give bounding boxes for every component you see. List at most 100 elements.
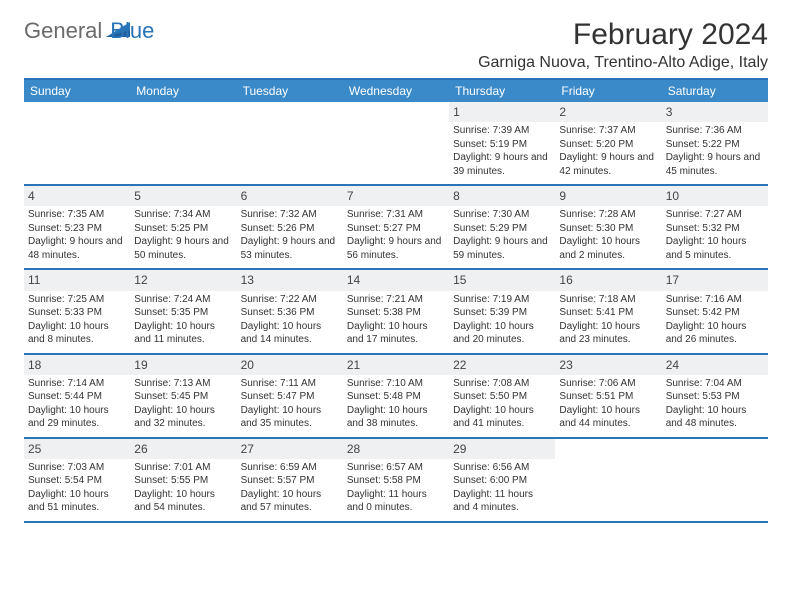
daylight-text: Daylight: 10 hours and 54 minutes. — [134, 488, 232, 515]
sunrise-text: Sunrise: 7:06 AM — [559, 377, 657, 391]
day-number: 5 — [130, 186, 236, 206]
daylight-text: Daylight: 10 hours and 51 minutes. — [28, 488, 126, 515]
day-number: 22 — [449, 355, 555, 375]
daylight-text: Daylight: 9 hours and 42 minutes. — [559, 151, 657, 178]
sunrise-text: Sunrise: 7:13 AM — [134, 377, 232, 391]
day-header: Tuesday — [237, 80, 343, 102]
day-number: 10 — [662, 186, 768, 206]
day-cell: 15Sunrise: 7:19 AMSunset: 5:39 PMDayligh… — [449, 270, 555, 352]
day-number: 23 — [555, 355, 661, 375]
day-cell: 1Sunrise: 7:39 AMSunset: 5:19 PMDaylight… — [449, 102, 555, 184]
day-cell: 26Sunrise: 7:01 AMSunset: 5:55 PMDayligh… — [130, 439, 236, 521]
daylight-text: Daylight: 9 hours and 48 minutes. — [28, 235, 126, 262]
sunset-text: Sunset: 5:19 PM — [453, 138, 551, 152]
day-cell: 11Sunrise: 7:25 AMSunset: 5:33 PMDayligh… — [24, 270, 130, 352]
sunrise-text: Sunrise: 7:30 AM — [453, 208, 551, 222]
sunrise-text: Sunrise: 7:24 AM — [134, 293, 232, 307]
day-header: Sunday — [24, 80, 130, 102]
day-number: 29 — [449, 439, 555, 459]
sunrise-text: Sunrise: 7:37 AM — [559, 124, 657, 138]
day-cell: 29Sunrise: 6:56 AMSunset: 6:00 PMDayligh… — [449, 439, 555, 521]
sunset-text: Sunset: 5:45 PM — [134, 390, 232, 404]
day-cell: 9Sunrise: 7:28 AMSunset: 5:30 PMDaylight… — [555, 186, 661, 268]
day-header: Saturday — [662, 80, 768, 102]
month-title: February 2024 — [478, 18, 768, 52]
sunrise-text: Sunrise: 7:08 AM — [453, 377, 551, 391]
day-number: 9 — [555, 186, 661, 206]
day-cell: 27Sunrise: 6:59 AMSunset: 5:57 PMDayligh… — [237, 439, 343, 521]
day-cell: 3Sunrise: 7:36 AMSunset: 5:22 PMDaylight… — [662, 102, 768, 184]
sunrise-text: Sunrise: 7:35 AM — [28, 208, 126, 222]
day-cell: 24Sunrise: 7:04 AMSunset: 5:53 PMDayligh… — [662, 355, 768, 437]
sunrise-text: Sunrise: 7:03 AM — [28, 461, 126, 475]
daylight-text: Daylight: 9 hours and 45 minutes. — [666, 151, 764, 178]
sunrise-text: Sunrise: 7:39 AM — [453, 124, 551, 138]
day-cell: 6Sunrise: 7:32 AMSunset: 5:26 PMDaylight… — [237, 186, 343, 268]
day-number: 8 — [449, 186, 555, 206]
daylight-text: Daylight: 10 hours and 35 minutes. — [241, 404, 339, 431]
header: General Blue February 2024 Garniga Nuova… — [24, 18, 768, 72]
sunrise-text: Sunrise: 7:25 AM — [28, 293, 126, 307]
sunset-text: Sunset: 5:20 PM — [559, 138, 657, 152]
day-header-row: Sunday Monday Tuesday Wednesday Thursday… — [24, 80, 768, 102]
sunset-text: Sunset: 5:57 PM — [241, 474, 339, 488]
day-cell: 20Sunrise: 7:11 AMSunset: 5:47 PMDayligh… — [237, 355, 343, 437]
day-cell: 10 Sunrise: 7:27 AMSunset: 5:32 PMDayligh… — [662, 186, 768, 268]
day-cell: 12Sunrise: 7:24 AMSunset: 5:35 PMDayligh… — [130, 270, 236, 352]
day-number: 19 — [130, 355, 236, 375]
day-cell: 22Sunrise: 7:08 AMSunset: 5:50 PMDayligh… — [449, 355, 555, 437]
sunset-text: Sunset: 5:35 PM — [134, 306, 232, 320]
day-cell: 8Sunrise: 7:30 AMSunset: 5:29 PMDaylight… — [449, 186, 555, 268]
sunset-text: Sunset: 5:26 PM — [241, 222, 339, 236]
day-header: Monday — [130, 80, 236, 102]
daylight-text: Daylight: 10 hours and 23 minutes. — [559, 320, 657, 347]
daylight-text: Daylight: 11 hours and 0 minutes. — [347, 488, 445, 515]
day-header: Wednesday — [343, 80, 449, 102]
logo-text-blue: Blue — [110, 18, 154, 44]
day-number: 16 — [555, 270, 661, 290]
sunrise-text: Sunrise: 6:56 AM — [453, 461, 551, 475]
day-number: 24 — [662, 355, 768, 375]
day-cell — [24, 102, 130, 184]
sunrise-text: Sunrise: 7:21 AM — [347, 293, 445, 307]
day-cell: 18Sunrise: 7:14 AMSunset: 5:44 PMDayligh… — [24, 355, 130, 437]
daylight-text: Daylight: 10 hours and 17 minutes. — [347, 320, 445, 347]
day-number: 12 — [130, 270, 236, 290]
sunset-text: Sunset: 5:32 PM — [666, 222, 764, 236]
week-row: 25Sunrise: 7:03 AMSunset: 5:54 PMDayligh… — [24, 439, 768, 523]
sunrise-text: Sunrise: 7:14 AM — [28, 377, 126, 391]
daylight-text: Daylight: 9 hours and 59 minutes. — [453, 235, 551, 262]
day-number: 1 — [449, 102, 555, 122]
day-cell: 4Sunrise: 7:35 AMSunset: 5:23 PMDaylight… — [24, 186, 130, 268]
week-row: 11Sunrise: 7:25 AMSunset: 5:33 PMDayligh… — [24, 270, 768, 354]
sunrise-text: Sunrise: 7:19 AM — [453, 293, 551, 307]
sunset-text: Sunset: 5:42 PM — [666, 306, 764, 320]
day-number: 21 — [343, 355, 449, 375]
day-cell: 2 Sunrise: 7:37 AMSunset: 5:20 PMDaylight… — [555, 102, 661, 184]
day-number: 18 — [24, 355, 130, 375]
sunset-text: Sunset: 5:39 PM — [453, 306, 551, 320]
day-number: 17 — [662, 270, 768, 290]
sunset-text: Sunset: 5:38 PM — [347, 306, 445, 320]
daylight-text: Daylight: 9 hours and 50 minutes. — [134, 235, 232, 262]
sunrise-text: Sunrise: 7:27 AM — [666, 208, 764, 222]
sunrise-text: Sunrise: 6:57 AM — [347, 461, 445, 475]
day-number: 3 — [662, 102, 768, 122]
sunrise-text: Sunrise: 7:04 AM — [666, 377, 764, 391]
daylight-text: Daylight: 10 hours and 29 minutes. — [28, 404, 126, 431]
day-cell: 7Sunrise: 7:31 AMSunset: 5:27 PMDaylight… — [343, 186, 449, 268]
daylight-text: Daylight: 10 hours and 14 minutes. — [241, 320, 339, 347]
daylight-text: Daylight: 10 hours and 32 minutes. — [134, 404, 232, 431]
daylight-text: Daylight: 10 hours and 2 minutes. — [559, 235, 657, 262]
day-cell: 16Sunrise: 7:18 AMSunset: 5:41 PMDayligh… — [555, 270, 661, 352]
daylight-text: Daylight: 10 hours and 48 minutes. — [666, 404, 764, 431]
sunrise-text: Sunrise: 7:22 AM — [241, 293, 339, 307]
day-cell: 21Sunrise: 7:10 AMSunset: 5:48 PMDayligh… — [343, 355, 449, 437]
sunset-text: Sunset: 5:47 PM — [241, 390, 339, 404]
day-header: Thursday — [449, 80, 555, 102]
day-number: 2 — [555, 102, 661, 122]
daylight-text: Daylight: 10 hours and 5 minutes. — [666, 235, 764, 262]
daylight-text: Daylight: 10 hours and 8 minutes. — [28, 320, 126, 347]
sunset-text: Sunset: 5:36 PM — [241, 306, 339, 320]
day-number: 27 — [237, 439, 343, 459]
